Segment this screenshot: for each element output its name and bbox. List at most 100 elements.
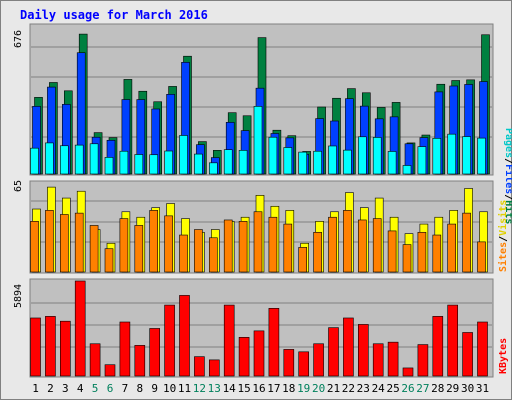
bar-pages xyxy=(209,162,218,175)
x-tick-label: 20 xyxy=(312,382,325,395)
bar-pages xyxy=(283,147,293,175)
bar-kbytes xyxy=(164,304,175,377)
bar-sites xyxy=(283,223,293,273)
bar-kbytes xyxy=(268,308,280,377)
x-tick-label: 13 xyxy=(208,382,221,395)
x-tick-label: 30 xyxy=(461,382,474,395)
ymax-label-middle: 65 xyxy=(13,180,24,192)
legend-sep: / xyxy=(503,158,512,164)
x-tick-label: 11 xyxy=(178,382,191,395)
bar-pages xyxy=(164,150,173,175)
x-tick-label: 23 xyxy=(357,382,370,395)
bar-pages xyxy=(343,149,352,175)
x-tick-label: 1 xyxy=(32,382,39,395)
legend-top: Pages/Files/Hits xyxy=(503,128,512,224)
bar-kbytes xyxy=(447,304,459,377)
bar-sites xyxy=(89,225,99,273)
x-tick-label: 16 xyxy=(252,382,265,395)
x-tick-label: 2 xyxy=(47,382,54,395)
legend-hits: Hits xyxy=(503,200,512,224)
bar-kbytes xyxy=(477,321,488,377)
x-tick-label: 12 xyxy=(193,382,206,395)
bar-kbytes xyxy=(432,316,444,377)
x-tick-label: 3 xyxy=(62,382,69,395)
legend-kbytes: KBytes xyxy=(498,338,509,374)
legend-files: Files xyxy=(503,164,512,194)
bar-pages xyxy=(89,143,99,175)
bar-pages xyxy=(372,137,382,175)
x-tick-label: 26 xyxy=(401,382,414,395)
x-tick-label: 27 xyxy=(416,382,429,395)
bars xyxy=(30,33,490,377)
x-tick-label: 8 xyxy=(136,382,143,395)
x-axis-labels: 1 2 3 4 5 6 7 8 9 10 11 12 13 14 15 16 17 18 19 20 21 22 23 24 2… xyxy=(32,382,489,395)
bar-pages xyxy=(357,136,367,175)
bar-pages xyxy=(134,154,144,175)
bar-sites xyxy=(477,241,486,273)
bar-kbytes xyxy=(134,345,146,377)
bar-kbytes xyxy=(89,343,101,377)
bar-kbytes xyxy=(387,341,399,377)
bar-sites xyxy=(387,230,397,273)
bar-sites xyxy=(372,218,382,273)
bar-sites xyxy=(179,234,188,273)
legend-sep: / xyxy=(503,194,512,200)
bar-sites xyxy=(447,223,457,273)
bar-kbytes xyxy=(194,356,205,377)
bar-kbytes xyxy=(209,359,220,377)
chart-title: Daily usage for March 2016 xyxy=(20,8,208,22)
x-tick-label: 19 xyxy=(297,382,310,395)
bar-kbytes xyxy=(119,321,131,377)
bar-pages xyxy=(30,147,39,175)
bar-sites xyxy=(343,210,352,273)
bar-sites xyxy=(194,229,203,273)
bar-pages xyxy=(477,137,486,175)
bar-kbytes xyxy=(372,343,384,377)
x-tick-label: 29 xyxy=(446,382,459,395)
bar-sites xyxy=(462,212,471,273)
bar-pages xyxy=(59,145,69,175)
bar-kbytes xyxy=(402,367,414,377)
x-tick-label: 18 xyxy=(282,382,295,395)
bar-kbytes xyxy=(462,332,473,377)
bar-pages xyxy=(432,138,442,175)
bar-kbytes xyxy=(104,364,116,377)
bar-sites xyxy=(209,237,218,273)
bar-pages xyxy=(447,133,457,175)
bar-pages xyxy=(74,144,84,175)
bar-pages xyxy=(223,149,233,175)
bar-sites xyxy=(357,219,367,273)
x-tick-label: 5 xyxy=(92,382,99,395)
bar-kbytes xyxy=(343,317,354,377)
bar-kbytes xyxy=(417,344,429,377)
bar-kbytes xyxy=(328,327,339,377)
x-tick-label: 21 xyxy=(327,382,340,395)
bar-kbytes xyxy=(149,328,160,377)
bar-kbytes xyxy=(30,317,41,377)
x-tick-label: 24 xyxy=(372,382,386,395)
bar-pages xyxy=(45,142,54,175)
bar-sites xyxy=(313,231,322,273)
legend-bottom: KBytes xyxy=(498,338,509,374)
bar-sites xyxy=(402,244,412,273)
bar-pages xyxy=(149,154,158,175)
bar-sites xyxy=(164,215,173,273)
bar-kbytes xyxy=(253,330,265,377)
bar-pages xyxy=(313,150,322,175)
x-tick-label: 14 xyxy=(223,382,237,395)
bar-sites xyxy=(298,247,308,273)
bar-kbytes xyxy=(74,280,86,377)
x-tick-label: 22 xyxy=(342,382,355,395)
bar-pages xyxy=(268,136,278,175)
bar-sites xyxy=(238,221,248,273)
legend-middle: Sites/Visits xyxy=(497,200,509,272)
bar-sites xyxy=(45,210,54,273)
bar-sites xyxy=(432,234,442,273)
bar-pages xyxy=(104,157,114,175)
bar-sites xyxy=(74,212,84,273)
x-tick-label: 4 xyxy=(77,382,84,395)
bar-pages xyxy=(238,150,248,175)
bar-sites xyxy=(253,211,263,273)
bar-kbytes xyxy=(59,320,71,377)
